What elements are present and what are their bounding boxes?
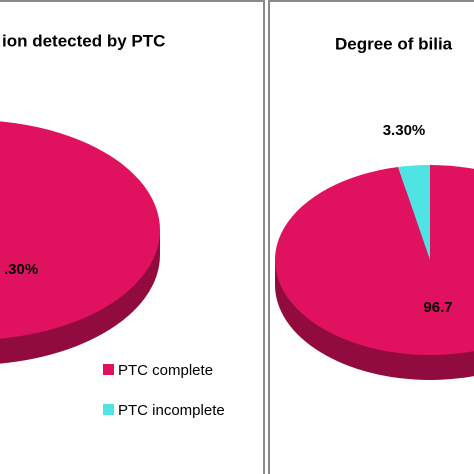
data-label: .30%	[4, 261, 38, 278]
pie: ion detected by PTC .30% PTC complete PTC i…	[0, 31, 225, 419]
pie-slice	[398, 165, 430, 260]
pie: Degree of bilia 96.7 3.30%	[275, 34, 474, 380]
legend-swatch	[103, 404, 114, 415]
legend-swatch	[103, 364, 114, 375]
pie-slice	[0, 121, 161, 339]
pie-slice	[275, 165, 474, 355]
data-label: 3.30%	[383, 122, 426, 139]
chart-title: ion detected by PTC	[2, 31, 165, 50]
charts: ion detected by PTC .30% PTC complete PTC i…	[0, 31, 474, 419]
legend-label: PTC incomplete	[118, 402, 225, 419]
data-label: 96.7	[423, 299, 452, 316]
legend-label: PTC complete	[118, 362, 213, 379]
chart-title: Degree of bilia	[335, 34, 453, 53]
